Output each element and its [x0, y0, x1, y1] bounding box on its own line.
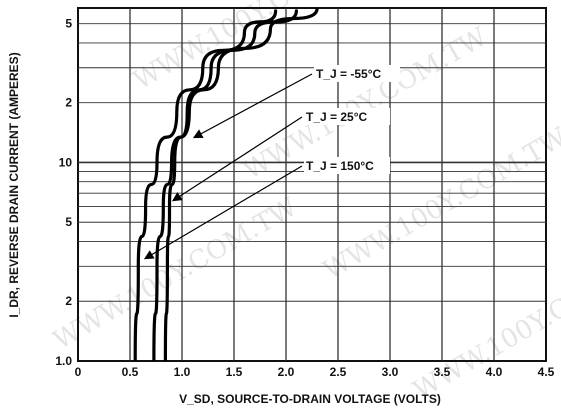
y-tick-label: 10 — [59, 155, 73, 169]
x-tick-label: 2.5 — [330, 365, 347, 379]
x-tick-label: 3.0 — [382, 365, 399, 379]
series-label-bg — [314, 65, 400, 82]
series-leader-line — [143, 165, 303, 260]
series-label-bg — [304, 157, 390, 174]
series-label: T_J = -55°C — [316, 67, 381, 81]
series-label-bg — [304, 108, 390, 125]
y-tick-label: 5 — [65, 17, 72, 31]
series-line — [133, 9, 278, 361]
y-tick-labels: 1.0 2 5 10 2 5 — [55, 17, 72, 368]
x-tick-label: 4.5 — [538, 365, 555, 379]
series-label: T_J = 150°C — [306, 159, 374, 173]
x-tick-label: 2.0 — [278, 365, 295, 379]
series-labels: T_J = -55°C T_J = 25°C T_J = 150°C — [143, 65, 400, 260]
series-label: T_J = 25°C — [306, 110, 368, 124]
x-tick-label: 1.5 — [226, 365, 243, 379]
y-tick-label: 2 — [65, 96, 72, 110]
watermark-text: WWW.100Y.COM.TW — [319, 122, 561, 286]
series-leader-line — [171, 116, 303, 202]
series-line — [163, 9, 298, 361]
watermark-layer: WWW.100Y.COM.TW WWW.100Y.COM.TW WWW.100Y… — [49, 0, 561, 406]
x-tick-label: 1.0 — [174, 365, 191, 379]
x-tick-label: 0.5 — [122, 365, 139, 379]
series-leader-line — [192, 73, 313, 139]
y-tick-label: 2 — [65, 294, 72, 308]
x-tick-labels: 0 0.5 1.0 1.5 2.0 2.5 3.0 3.5 4.0 4.5 — [75, 365, 555, 379]
x-tick-label: 3.5 — [434, 365, 451, 379]
x-axis-title: V_SD, SOURCE-TO-DRAIN VOLTAGE (VOLTS) — [179, 392, 441, 406]
y-tick-label: 5 — [65, 215, 72, 229]
watermark-text: WWW.100Y.COM.TW — [49, 192, 303, 356]
x-tick-label: 0 — [75, 365, 82, 379]
x-tick-label: 4.0 — [486, 365, 503, 379]
y-axis-title: I_DR, REVERSE DRAIN CURRENT (AMPERES) — [7, 52, 21, 317]
plot-frame — [77, 7, 547, 362]
y-tick-label: 1.0 — [55, 354, 72, 368]
